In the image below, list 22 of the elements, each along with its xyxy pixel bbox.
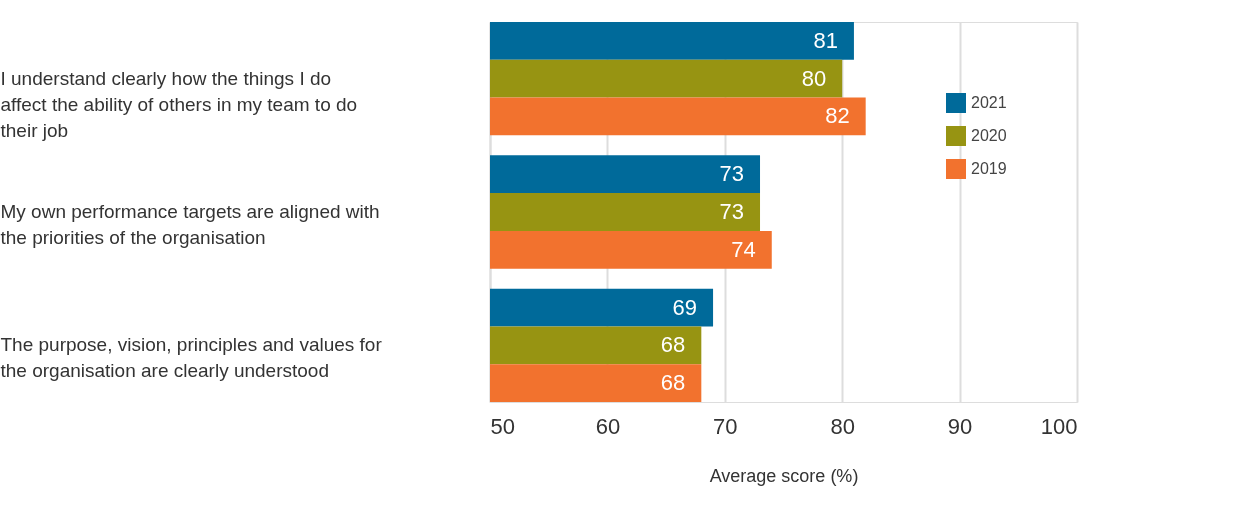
y-tick-label: The purpose, vision, principles and values for the organisation are clearly understood xyxy=(0,334,383,382)
data-label: 80 xyxy=(801,65,827,91)
x-tick-label: 80 xyxy=(830,413,855,439)
data-label: 81 xyxy=(813,27,838,53)
x-tick-label: 50 xyxy=(490,413,515,439)
legend-label: 2019 xyxy=(971,160,1007,177)
x-tick-label: 90 xyxy=(947,413,973,439)
legend-label: 2021 xyxy=(971,94,1007,111)
x-tick-label: 60 xyxy=(595,413,621,439)
x-tick-label: 100 xyxy=(1040,413,1078,439)
data-label: 73 xyxy=(719,199,745,224)
data-label: 68 xyxy=(660,332,686,358)
x-axis-title: Average score (%) xyxy=(709,465,859,486)
data-label: 69 xyxy=(672,294,698,320)
y-tick-label: I understand clearly how the things I do affect the ability of others in my team to do their job xyxy=(0,67,358,141)
data-label: 82 xyxy=(825,103,850,129)
data-label: 73 xyxy=(719,161,745,187)
data-label: 68 xyxy=(660,370,686,396)
x-tick-label: 70 xyxy=(713,413,738,439)
legend-label: 2020 xyxy=(971,127,1007,144)
data-label: 74 xyxy=(731,236,756,262)
y-tick-label: My own performance targets are aligned with the priorities of the organisation xyxy=(0,201,380,248)
